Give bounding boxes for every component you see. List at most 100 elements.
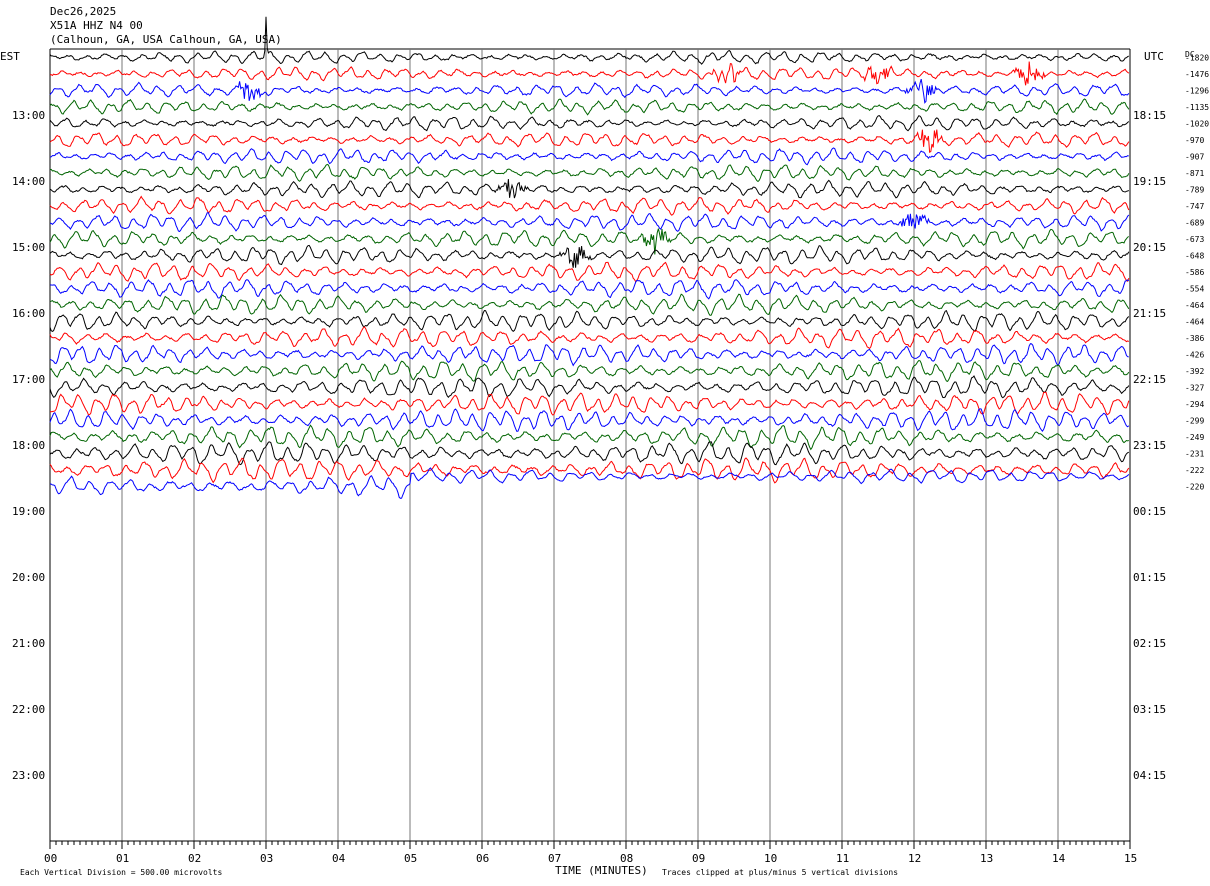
dc-offset: -222 [1185, 466, 1204, 475]
trace-line [49, 163, 1130, 183]
trace-line [49, 424, 1129, 451]
dc-offset: -1135 [1185, 103, 1209, 112]
header-station: X51A HHZ N4 00 [50, 19, 143, 32]
dc-offset: -673 [1185, 235, 1204, 244]
est-hour-label: 16:00 [12, 307, 45, 320]
trace-line [49, 115, 1130, 132]
utc-hour-label: 22:15 [1133, 373, 1166, 386]
trace-line [49, 457, 1130, 484]
dc-offset: -464 [1185, 317, 1204, 326]
est-hour-label: 15:00 [12, 241, 45, 254]
x-tick-label: 13 [980, 852, 993, 865]
utc-hour-label: 02:15 [1133, 637, 1166, 650]
utc-hour-label: 18:15 [1133, 109, 1166, 122]
est-hour-label: 14:00 [12, 175, 45, 188]
x-tick-label: 15 [1124, 852, 1137, 865]
dc-offset: -871 [1185, 169, 1204, 178]
est-hour-label: 17:00 [12, 373, 45, 386]
dc-offset: -907 [1185, 152, 1204, 161]
dc-offset: -299 [1185, 416, 1204, 425]
dc-offset: -249 [1185, 433, 1204, 442]
trace-line [49, 212, 1130, 233]
x-tick-label: 00 [44, 852, 57, 865]
est-hour-label: 23:00 [12, 769, 45, 782]
clip-note: Traces clipped at plus/minus 5 vertical … [662, 868, 898, 877]
dc-offset-labels: -1820 -1476 -1296 -1135 -1020 -970 -907 -871 -78… [1185, 53, 1209, 491]
dc-offset: -789 [1185, 185, 1204, 194]
trace-line [49, 441, 1130, 466]
trace-line [49, 359, 1130, 382]
est-hour-label: 13:00 [12, 109, 45, 122]
time-axis: 00 01 02 03 04 05 06 07 08 09 10 11 12 13 14 15 [44, 840, 1137, 865]
x-tick-label: 10 [764, 852, 777, 865]
utc-hour-label: 19:15 [1133, 175, 1166, 188]
utc-hour-labels: 18:15 19:15 20:15 21:15 22:15 23:15 00:15 01:15… [1133, 109, 1166, 782]
trace-line [49, 326, 1130, 350]
utc-hour-label: 04:15 [1133, 769, 1166, 782]
header-location: (Calhoun, GA, USA Calhoun, GA, USA) [50, 33, 282, 46]
trace-line [49, 61, 1130, 86]
x-tick-label: 05 [404, 852, 417, 865]
x-tick-label: 01 [116, 852, 129, 865]
est-hour-label: 20:00 [12, 571, 45, 584]
header-date: Dec26,2025 [50, 5, 117, 18]
est-hour-label: 19:00 [12, 505, 45, 518]
x-tick-label: 14 [1052, 852, 1066, 865]
dc-offset: -426 [1185, 350, 1204, 359]
trace-line [49, 279, 1130, 300]
trace-line [49, 467, 1130, 499]
trace-line [49, 195, 1130, 216]
dc-offset: -747 [1185, 202, 1204, 211]
trace-line [49, 309, 1130, 332]
est-hour-labels: 13:00 14:00 15:00 16:00 17:00 18:00 19:00 20:00… [12, 109, 45, 782]
dc-offset: -586 [1185, 268, 1204, 277]
utc-label: UTC [1144, 50, 1164, 63]
trace-line [50, 391, 1130, 416]
utc-hour-label: 23:15 [1133, 439, 1166, 452]
trace-line [49, 408, 1130, 433]
utc-hour-label: 01:15 [1133, 571, 1166, 584]
dc-offset: -386 [1185, 334, 1204, 343]
scale-note: Each Vertical Division = 500.00 microvol… [20, 868, 222, 877]
dc-offset: -392 [1185, 367, 1204, 376]
x-tick-label: 03 [260, 852, 273, 865]
dc-offset: -970 [1185, 136, 1204, 145]
x-tick-label: 07 [548, 852, 561, 865]
x-tick-label: 06 [476, 852, 489, 865]
trace-line [49, 179, 1129, 199]
x-tick-label: 09 [692, 852, 705, 865]
dc-offset: -1296 [1185, 86, 1209, 95]
est-hour-label: 21:00 [12, 637, 45, 650]
trace-line [49, 129, 1130, 153]
trace-line [49, 293, 1130, 316]
x-tick-label: 12 [908, 852, 921, 865]
dc-offset: -1020 [1185, 119, 1209, 128]
trace-line [49, 78, 1130, 104]
dc-label: DC [1185, 50, 1195, 59]
seismic-traces [49, 16, 1130, 499]
x-tick-label: 04 [332, 852, 346, 865]
utc-hour-label: 21:15 [1133, 307, 1166, 320]
dc-offset: -648 [1185, 251, 1204, 260]
trace-line [49, 16, 1130, 65]
dc-offset: -554 [1185, 284, 1204, 293]
x-axis-label: TIME (MINUTES) [555, 864, 648, 877]
dc-offset: -1476 [1185, 70, 1209, 79]
x-tick-label: 11 [836, 852, 849, 865]
dc-offset: -327 [1185, 383, 1204, 392]
x-tick-label: 08 [620, 852, 633, 865]
dc-offset: -1820 [1185, 53, 1209, 62]
utc-hour-label: 00:15 [1133, 505, 1166, 518]
dc-offset: -464 [1185, 301, 1204, 310]
est-hour-label: 18:00 [12, 439, 45, 452]
trace-line [49, 98, 1130, 116]
dc-offset: -220 [1185, 482, 1204, 491]
est-label: EST [0, 50, 20, 63]
trace-line [49, 261, 1130, 283]
dc-offset: -231 [1185, 449, 1204, 458]
trace-line [49, 244, 1130, 268]
trace-line [49, 228, 1130, 255]
x-tick-label: 02 [188, 852, 201, 865]
utc-hour-label: 20:15 [1133, 241, 1166, 254]
